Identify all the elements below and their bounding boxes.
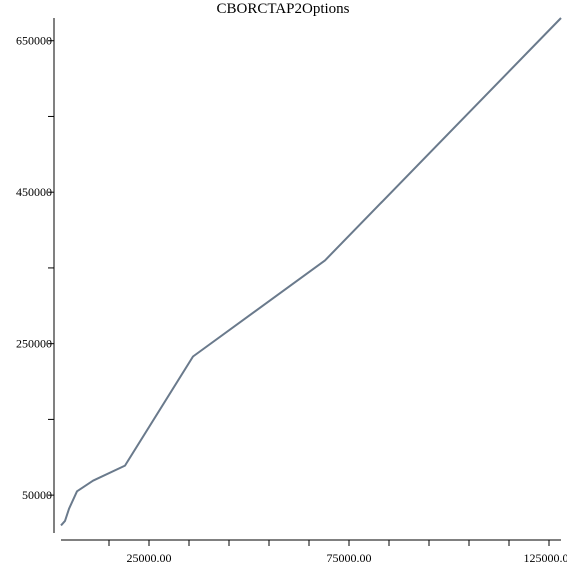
y-tick-label: 650000 [16,34,52,48]
y-axis-ticks: 50000 250000 450000 650000 [16,34,54,502]
y-tick-label: 450000 [16,185,52,199]
y-tick-label: 50000 [22,488,52,502]
x-tick-label: 25000.00 [127,551,172,565]
series-line [60,17,562,527]
y-tick-label: 250000 [16,337,52,351]
x-tick-label: 125000.00 [524,551,567,565]
x-axis-ticks: 25000.00 75000.00 125000.00 [108,540,567,565]
chart-title: CBORCTAP2Options [217,1,350,17]
x-tick-label: 75000.00 [327,551,372,565]
